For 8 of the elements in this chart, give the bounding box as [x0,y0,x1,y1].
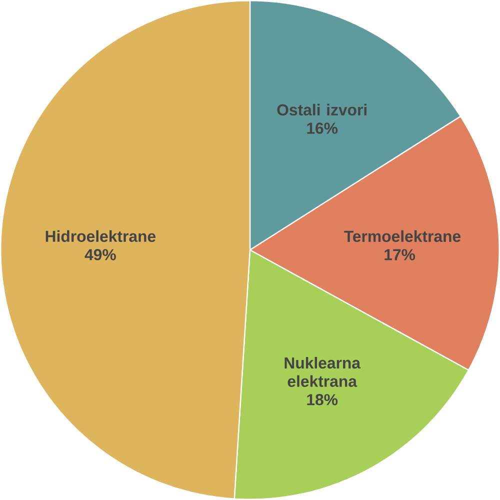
slice-label: Ostali izvori [277,104,366,116]
data-label: 16% [307,122,338,134]
slice-label: Termoelektrane [344,230,461,242]
slice-label: Nuklearna elektrana [284,356,361,387]
slice-label: Hidroelektrane [46,230,156,242]
data-label: 18% [307,394,338,406]
data-label: 49% [84,249,116,260]
data-label: 17% [384,249,416,260]
